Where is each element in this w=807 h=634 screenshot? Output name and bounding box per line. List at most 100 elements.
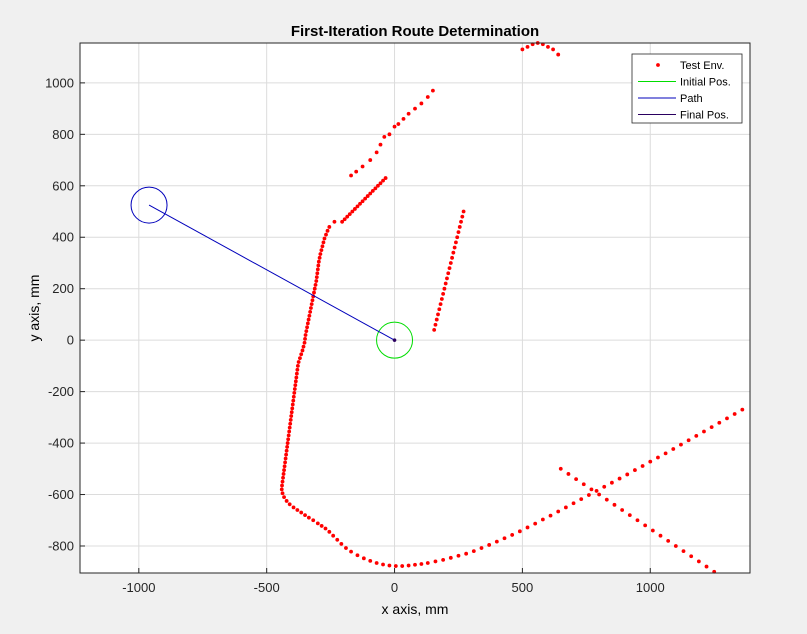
- test-env-point: [589, 487, 594, 492]
- test-env-point: [431, 88, 435, 93]
- y-axis-ticks: -800 -600 -400 -200 0 200 400 600 800 1000: [45, 75, 85, 553]
- test-env-point: [312, 286, 317, 291]
- test-env-point: [406, 111, 411, 116]
- test-env-point: [650, 528, 655, 533]
- test-env-point: [286, 437, 291, 442]
- legend-item-test-env: Test Env.: [680, 60, 724, 72]
- test-env-point: [455, 235, 460, 240]
- test-env-point: [305, 325, 309, 330]
- test-env-point: [283, 456, 288, 461]
- y-axis-label: y axis, mm: [26, 275, 42, 342]
- test-env-point: [443, 281, 448, 286]
- test-env-point: [633, 468, 637, 472]
- test-env-point: [602, 484, 607, 489]
- test-env-point: [360, 199, 365, 204]
- test-env-point: [294, 375, 299, 380]
- test-env-point: [725, 416, 729, 421]
- test-env-point: [704, 564, 709, 569]
- data-layer: [130, 41, 745, 574]
- test-env-point: [321, 240, 326, 245]
- test-env-point: [581, 482, 586, 487]
- test-env-point: [387, 563, 392, 568]
- test-env-point: [620, 508, 625, 512]
- test-env-point: [376, 183, 380, 188]
- legend-item-path: Path: [680, 93, 703, 105]
- test-env-point: [309, 302, 314, 307]
- y-tick-label: 1000: [45, 75, 74, 90]
- test-env-point: [293, 383, 298, 388]
- test-env-point: [658, 533, 663, 538]
- test-env-point: [717, 420, 722, 425]
- test-env-point: [373, 186, 378, 191]
- test-env-point: [446, 271, 451, 276]
- test-env-point: [305, 321, 310, 326]
- test-env-point: [594, 489, 599, 493]
- test-env-point: [413, 562, 417, 567]
- test-env-point: [315, 271, 320, 276]
- test-env-point: [353, 207, 357, 211]
- test-env-point: [285, 445, 290, 449]
- y-tick-label: 200: [52, 281, 74, 296]
- test-env-point: [454, 240, 458, 245]
- test-env-point: [319, 524, 324, 528]
- test-env-point: [442, 286, 447, 291]
- test-env-point: [471, 549, 476, 554]
- test-env-point: [382, 135, 387, 139]
- y-tick-label: -600: [48, 487, 74, 502]
- test-env-point: [280, 483, 284, 488]
- test-env-point: [291, 398, 296, 403]
- test-env-point: [702, 429, 706, 434]
- test-env-point: [425, 95, 430, 99]
- test-env-point: [517, 529, 522, 534]
- test-env-point: [292, 391, 297, 395]
- test-env-point: [291, 394, 296, 399]
- test-env-point: [374, 561, 379, 565]
- test-env-point: [327, 225, 332, 229]
- test-env-point: [314, 275, 319, 280]
- path-line: [148, 204, 395, 341]
- test-env-point: [709, 425, 714, 430]
- y-tick-label: -800: [48, 538, 74, 553]
- test-env-point: [319, 248, 324, 253]
- test-env-point: [284, 452, 289, 457]
- test-env-point: [294, 371, 299, 376]
- test-env-point: [436, 312, 440, 317]
- test-env-point: [533, 521, 538, 526]
- test-env-point: [441, 291, 446, 296]
- test-env-point: [361, 556, 366, 561]
- test-env-point: [459, 219, 463, 224]
- test-env-point: [586, 493, 591, 497]
- test-env-point: [548, 513, 553, 518]
- test-env-point: [525, 44, 530, 49]
- test-env-point: [686, 438, 691, 443]
- test-env-point: [368, 559, 373, 563]
- test-env-point: [643, 523, 648, 528]
- test-env-point: [286, 433, 291, 438]
- test-env-point: [349, 173, 353, 178]
- test-env-point: [345, 214, 350, 219]
- test-env-point: [285, 441, 290, 445]
- test-env-point: [281, 475, 285, 480]
- test-env-point: [696, 559, 701, 564]
- test-env-point: [316, 259, 321, 264]
- test-env-point: [290, 402, 295, 407]
- test-env-point: [298, 356, 302, 361]
- test-env-point: [313, 282, 318, 287]
- legend-items: Test Env. Initial Pos. Path Final Pos.: [638, 60, 731, 122]
- test-env-point: [282, 495, 286, 500]
- test-env-point: [296, 360, 301, 364]
- test-env-point: [457, 225, 462, 229]
- test-env-point: [510, 533, 515, 537]
- test-env-point: [363, 196, 368, 201]
- test-env-point: [558, 466, 563, 471]
- initial-position-marker: [376, 321, 414, 359]
- test-env-point: [378, 142, 383, 147]
- test-env-point: [464, 551, 469, 556]
- test-env-point: [315, 267, 320, 272]
- y-tick-label: -200: [48, 384, 74, 399]
- test-env-point: [450, 255, 454, 260]
- test-env-point: [604, 497, 609, 502]
- test-env-point: [295, 363, 300, 368]
- test-env-point: [279, 487, 284, 492]
- test-env-point: [556, 52, 561, 57]
